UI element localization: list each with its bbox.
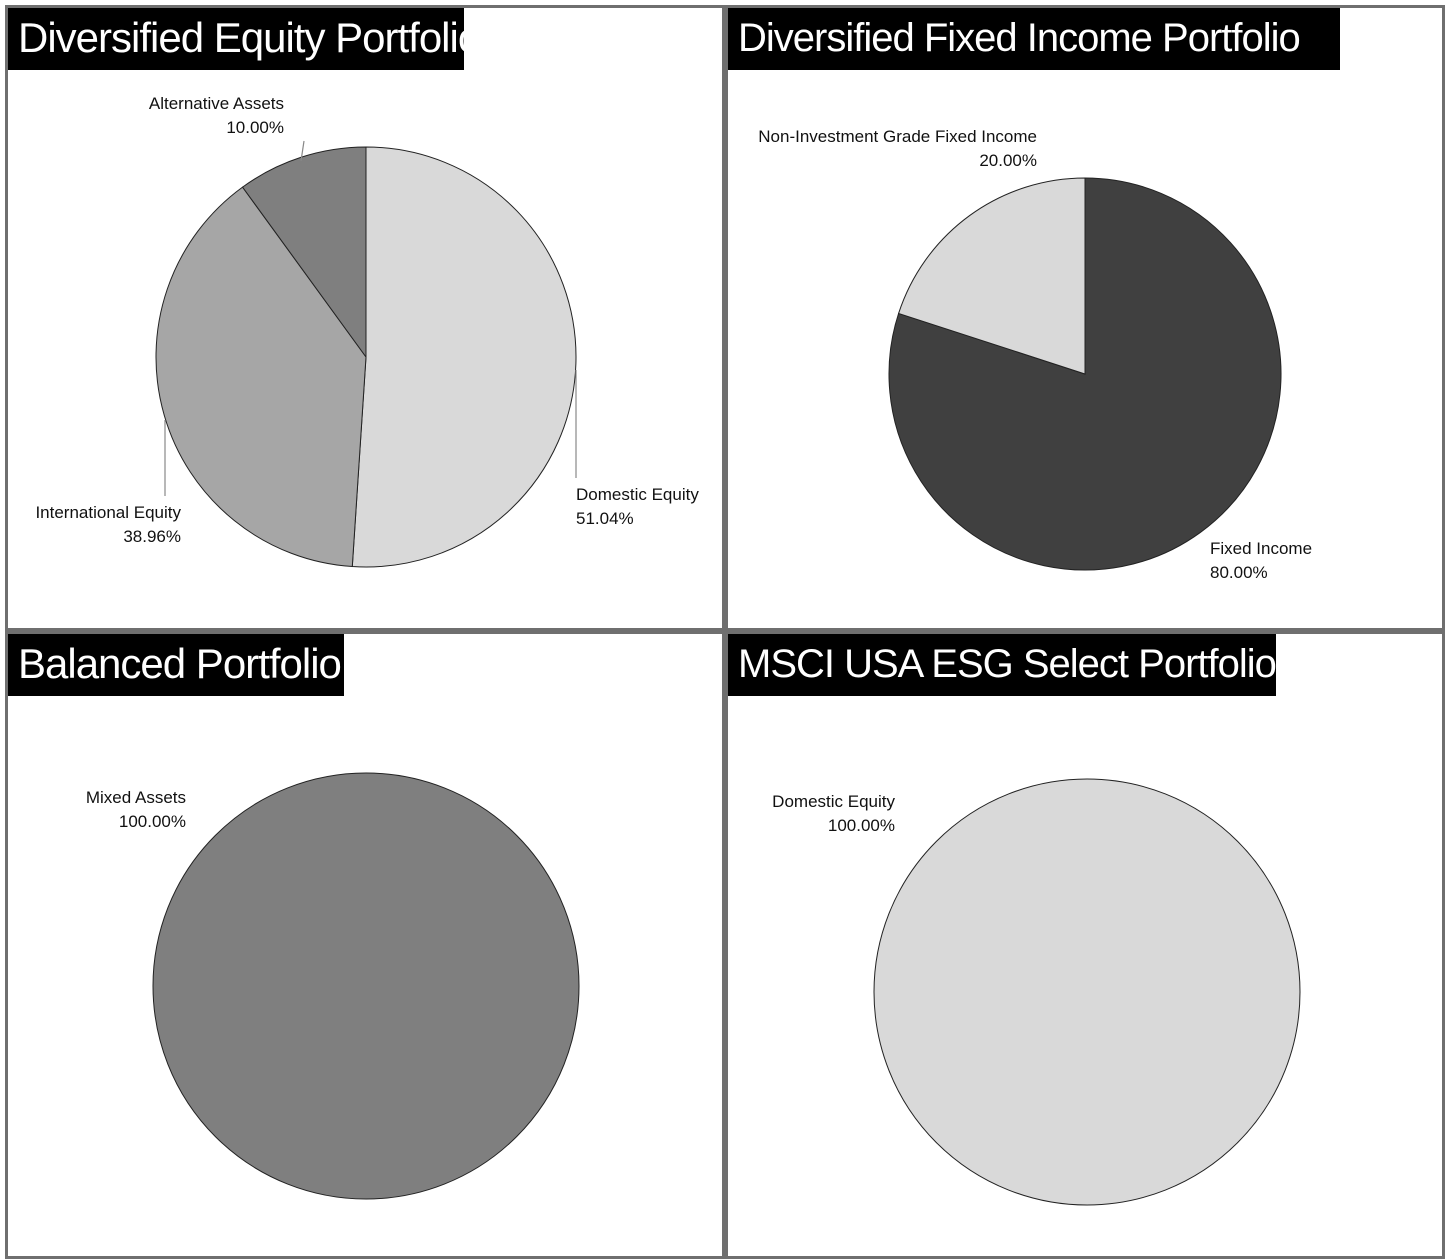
slice-category-label: Mixed Assets [86,788,186,807]
slice-category-label: Domestic Equity [576,485,699,504]
pie-slice-international-equity [155,186,367,568]
slice-value-label: 20.00% [979,151,1037,170]
slice-category-label: Non-Investment Grade Fixed Income [758,127,1037,146]
slice-value-label: 10.00% [226,118,284,137]
chart-panel-diversified-equity: Diversified Equity Portfolio Domestic Eq… [5,5,725,631]
pie-slice-non-investment-grade-fixed-income [897,177,1086,375]
label-leader-line [300,140,305,162]
pie-slice-domestic-equity [351,146,577,568]
slice-value-label: 100.00% [119,812,186,831]
pie-slice-domestic-equity [873,778,1301,1206]
slice-category-label: Domestic Equity [772,792,895,811]
chart-panel-diversified-fixed-income: Diversified Fixed Income Portfolio Fixed… [725,5,1445,631]
pie-chart: Fixed Income 80.00% Non-Investment Grade F… [758,127,1312,582]
slice-value-label: 100.00% [828,816,895,835]
chart-title: Diversified Fixed Income Portfolio [728,8,1340,70]
slice-category-label: Alternative Assets [149,94,284,113]
slice-value-label: 80.00% [1210,563,1268,582]
pie-chart: Mixed Assets 100.00% [86,772,580,1200]
slice-value-label: 38.96% [123,527,181,546]
pie-chart: Domestic Equity 100.00% [772,778,1301,1206]
slice-category-label: Fixed Income [1210,539,1312,558]
chart-panel-balanced: Balanced Portfolio Mixed Assets 100.00% [5,631,725,1259]
slice-value-label: 51.04% [576,509,634,528]
pie-chart: Domestic Equity 51.04% International Equit… [35,94,699,568]
chart-title: Balanced Portfolio [8,634,344,696]
chart-title: Diversified Equity Portfolio [8,8,481,70]
chart-panel-msci-usa-esg-select: MSCI USA ESG Select Portfolio Domestic E… [725,631,1445,1259]
pie-slice-mixed-assets [152,772,580,1200]
chart-title: MSCI USA ESG Select Portfolio [728,634,1277,696]
slice-category-label: International Equity [35,503,181,522]
